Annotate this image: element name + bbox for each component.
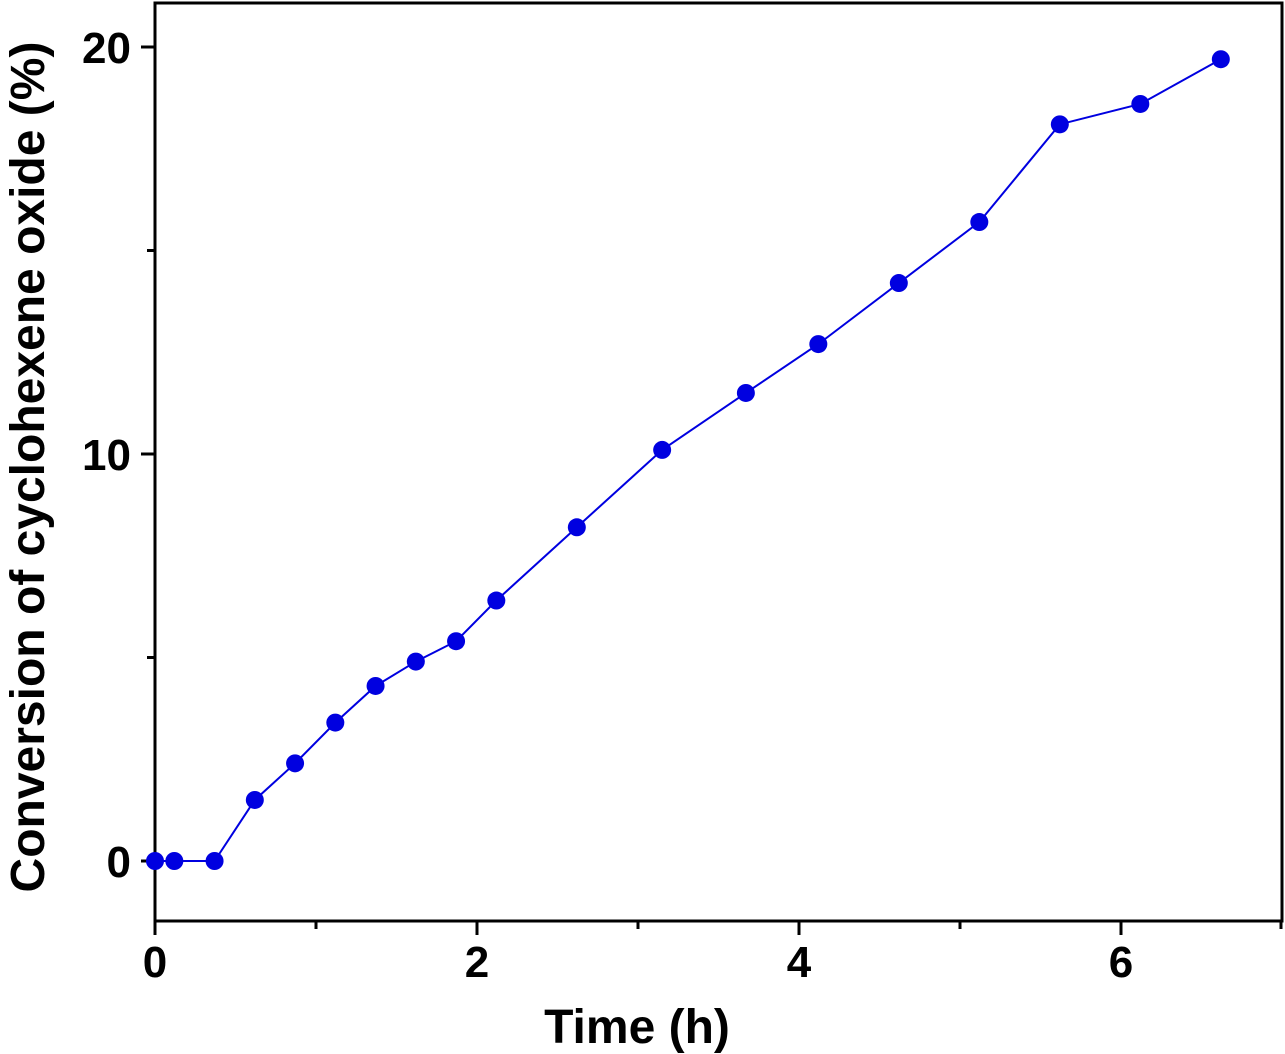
data-point [487,591,506,610]
data-point [205,852,224,870]
y-axis-ticks: 0 10 20 [82,24,155,887]
x-tick-label: 2 [465,938,489,987]
data-point [245,790,264,809]
data-point [326,713,345,732]
data-point [1211,50,1230,69]
plot-frame [153,1,1284,923]
data-point [366,676,385,695]
x-tick-label: 6 [1109,938,1133,987]
data-point [970,213,989,232]
data-point [406,652,425,671]
y-tick-label: 20 [82,24,131,73]
y-axis-title: Conversion of cyclohexene oxide (%) [2,42,55,893]
data-point [889,274,908,293]
data-point [447,632,466,651]
data-point [146,852,164,870]
series-line [155,58,1222,862]
y-tick-label: 0 [107,838,131,887]
data-point [736,383,755,402]
data-point [809,335,828,354]
x-tick-label: 0 [143,938,167,987]
x-axis-title: Time (h) [544,1001,730,1054]
data-point [567,518,586,537]
data-point [653,440,672,459]
y-tick-label: 10 [82,431,131,480]
x-axis-ticks: 0 2 4 6 [143,921,1283,987]
series-layer [146,50,1230,870]
data-point [1050,115,1069,134]
data-point [165,852,184,870]
data-point [1131,94,1150,113]
x-tick-label: 4 [787,938,812,987]
data-point [286,754,305,773]
